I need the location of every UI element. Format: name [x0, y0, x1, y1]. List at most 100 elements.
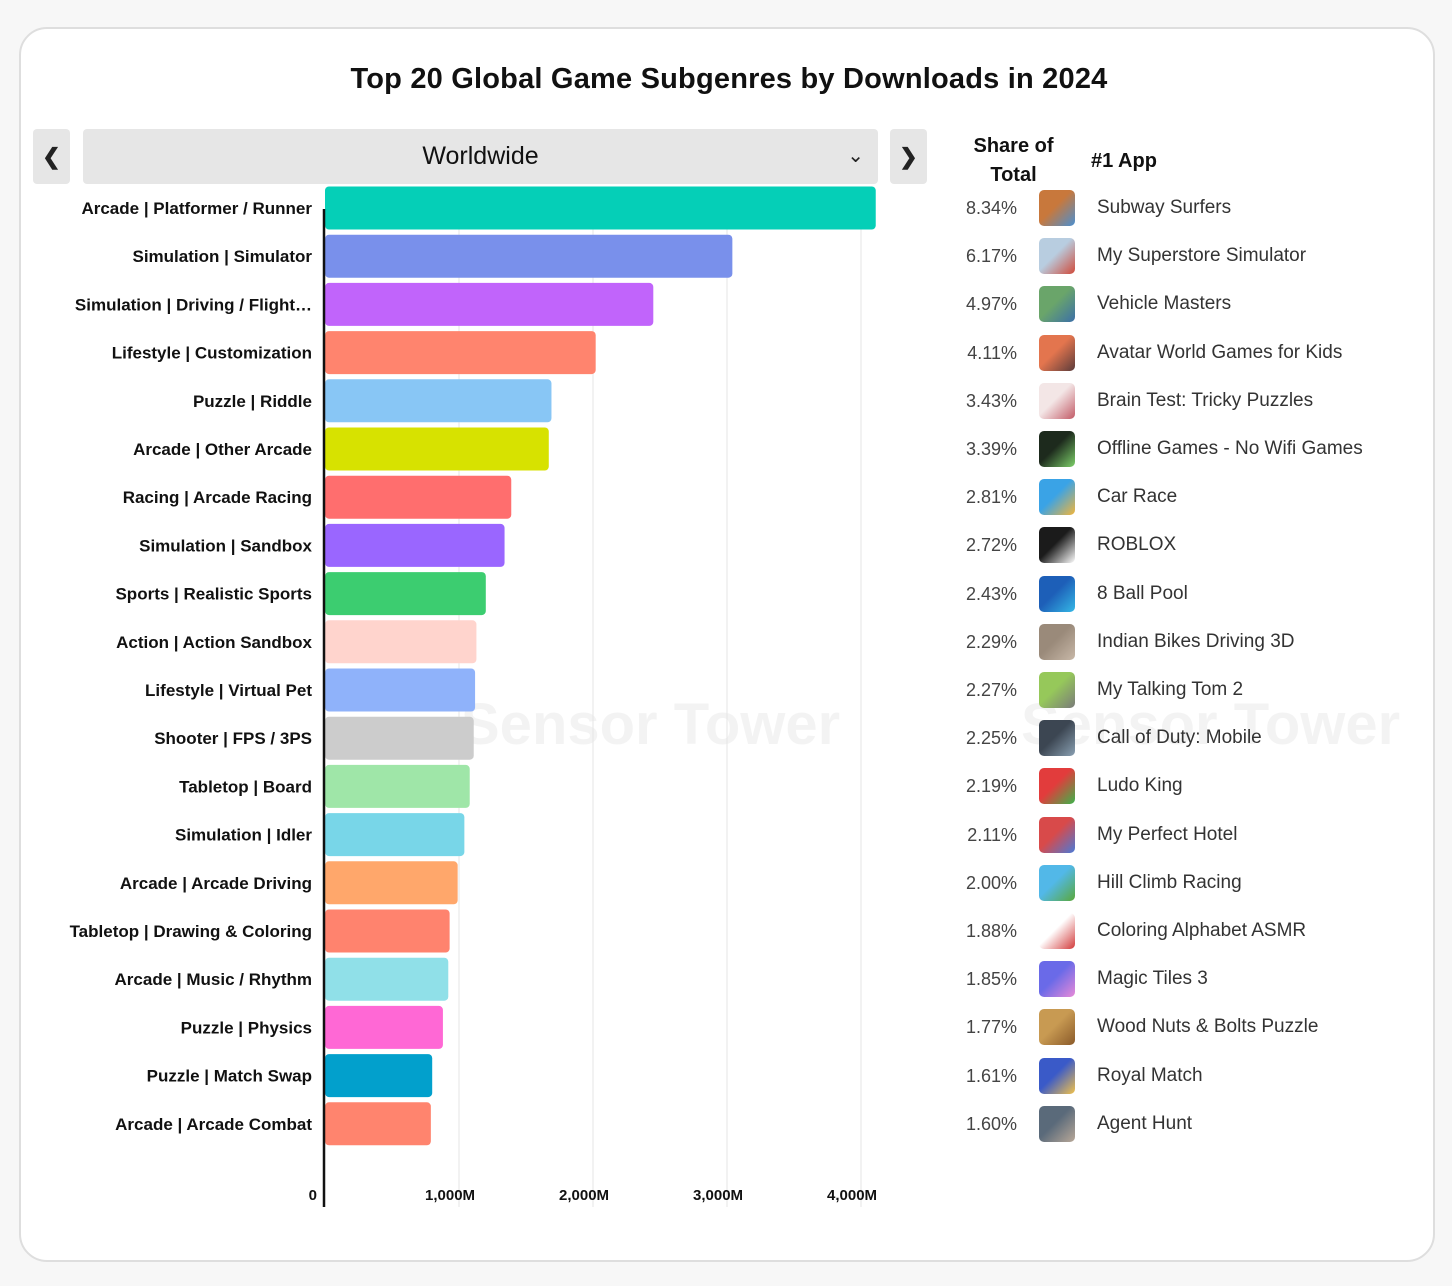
talking-tom-icon[interactable] [1039, 672, 1075, 708]
bar[interactable] [325, 1054, 433, 1098]
bar[interactable] [325, 282, 654, 326]
share-value: 1.85% [965, 969, 1017, 990]
category-label: Puzzle | Match Swap [147, 1067, 312, 1086]
category-label: Simulation | Driving / Flight… [75, 295, 312, 314]
category-label: Action | Action Sandbox [116, 633, 312, 652]
share-value: 2.27% [965, 680, 1017, 700]
magic-tiles-icon[interactable] [1039, 961, 1075, 998]
x-tick-label: 3,000M [693, 1187, 743, 1204]
bar[interactable] [325, 572, 486, 616]
8-ball-pool-icon[interactable] [1039, 575, 1075, 612]
app-name[interactable]: 8 Ball Pool [1097, 582, 1188, 604]
hill-climb-icon[interactable] [1039, 864, 1075, 901]
app-name[interactable]: Ludo King [1097, 775, 1183, 797]
app-name[interactable]: Car Race [1097, 486, 1178, 508]
bar[interactable] [325, 716, 474, 760]
app-name[interactable]: ROBLOX [1097, 534, 1177, 556]
region-dropdown[interactable]: Worldwide ⌄ [83, 129, 878, 184]
roblox-icon[interactable] [1039, 527, 1075, 564]
app-name[interactable]: My Superstore Simulator [1097, 245, 1307, 267]
app-name[interactable]: Offline Games - No Wifi Games [1097, 438, 1363, 459]
bar[interactable] [325, 234, 733, 278]
category-label: Arcade | Other Arcade [133, 440, 312, 459]
share-value: 2.00% [965, 872, 1017, 893]
x-tick-label: 2,000M [559, 1187, 609, 1204]
previous-region-button[interactable]: ❮ [33, 129, 70, 184]
category-label: Racing | Arcade Racing [123, 488, 312, 507]
bar[interactable] [325, 475, 512, 519]
bar[interactable] [325, 331, 596, 375]
watermark-right: Sensor Tower [1021, 691, 1400, 758]
app-column-header: #1 App [1091, 150, 1157, 172]
share-value: 2.11% [967, 824, 1017, 845]
share-value: 4.97% [965, 294, 1017, 315]
bar[interactable] [325, 523, 505, 567]
bar[interactable] [325, 1005, 443, 1049]
app-name[interactable]: Subway Surfers [1097, 197, 1232, 218]
app-name[interactable]: Magic Tiles 3 [1097, 968, 1208, 990]
subway-surfers-icon[interactable] [1039, 190, 1075, 226]
app-name[interactable]: Indian Bikes Driving 3D [1097, 630, 1295, 652]
offline-games-icon[interactable] [1039, 431, 1075, 467]
app-name[interactable]: My Talking Tom 2 [1097, 679, 1244, 700]
call-of-duty-icon[interactable] [1039, 720, 1075, 757]
car-race-icon[interactable] [1039, 479, 1075, 516]
bar[interactable] [325, 909, 450, 953]
bar-chart: Arcade | Platformer / Runner Simulation |… [70, 186, 877, 1207]
ludo-king-icon[interactable] [1039, 768, 1075, 805]
share-value: 2.19% [965, 776, 1017, 797]
app-name[interactable]: Vehicle Masters [1097, 293, 1232, 315]
category-label: Simulation | Simulator [133, 247, 313, 266]
app-name[interactable]: Avatar World Games for Kids [1097, 341, 1343, 363]
category-label: Sports | Realistic Sports [115, 585, 312, 604]
bar[interactable] [325, 764, 470, 808]
app-name[interactable]: Royal Match [1097, 1064, 1203, 1086]
vehicle-masters-icon[interactable] [1039, 286, 1075, 323]
chevron-right-icon: ❯ [899, 143, 918, 169]
app-name[interactable]: Brain Test: Tricky Puzzles [1097, 389, 1314, 411]
brain-test-icon[interactable] [1039, 382, 1075, 419]
share-value: 1.88% [965, 921, 1017, 941]
bar[interactable] [325, 957, 449, 1001]
app-name[interactable]: Call of Duty: Mobile [1097, 727, 1262, 749]
agent-hunt-icon[interactable] [1039, 1105, 1075, 1142]
share-value: 2.43% [965, 583, 1017, 604]
indian-bikes-icon[interactable] [1039, 623, 1075, 660]
perfect-hotel-icon[interactable] [1039, 816, 1075, 853]
category-label: Lifestyle | Customization [112, 344, 312, 363]
category-label: Simulation | Idler [175, 826, 312, 845]
share-value: 1.61% [965, 1065, 1017, 1086]
app-name[interactable]: My Perfect Hotel [1097, 823, 1238, 845]
wood-nuts-icon[interactable] [1039, 1009, 1075, 1046]
bar[interactable] [325, 427, 549, 471]
page-title: Top 20 Global Game Subgenres by Download… [350, 63, 1108, 95]
share-value: 2.25% [965, 728, 1017, 749]
next-region-button[interactable]: ❯ [890, 129, 927, 184]
bar[interactable] [325, 379, 552, 423]
bar[interactable] [325, 861, 458, 905]
chevron-down-icon: ⌄ [847, 145, 864, 167]
app-name[interactable]: Wood Nuts & Bolts Puzzle [1097, 1016, 1319, 1038]
bar[interactable] [325, 668, 476, 712]
share-value: 3.39% [965, 439, 1017, 459]
watermark-left: Sensor Tower [461, 691, 840, 758]
coloring-alphabet-icon[interactable] [1039, 913, 1075, 949]
app-name[interactable]: Hill Climb Racing [1097, 871, 1242, 893]
royal-match-icon[interactable] [1039, 1057, 1075, 1094]
category-label: Puzzle | Physics [181, 1018, 312, 1037]
share-value: 2.72% [965, 535, 1017, 556]
avatar-world-icon[interactable] [1039, 334, 1075, 371]
category-label: Lifestyle | Virtual Pet [145, 681, 312, 700]
superstore-icon[interactable] [1039, 238, 1075, 275]
category-label: Arcade | Arcade Driving [120, 874, 312, 893]
share-value: 2.81% [965, 487, 1017, 508]
share-value: 2.29% [965, 631, 1017, 652]
category-label: Puzzle | Riddle [193, 392, 312, 411]
bar[interactable] [325, 813, 465, 857]
bar[interactable] [325, 186, 876, 230]
category-label: Arcade | Music / Rhythm [115, 970, 312, 989]
bar[interactable] [325, 1102, 431, 1146]
bar[interactable] [325, 620, 477, 664]
app-name[interactable]: Coloring Alphabet ASMR [1097, 920, 1307, 941]
app-name[interactable]: Agent Hunt [1097, 1112, 1193, 1134]
